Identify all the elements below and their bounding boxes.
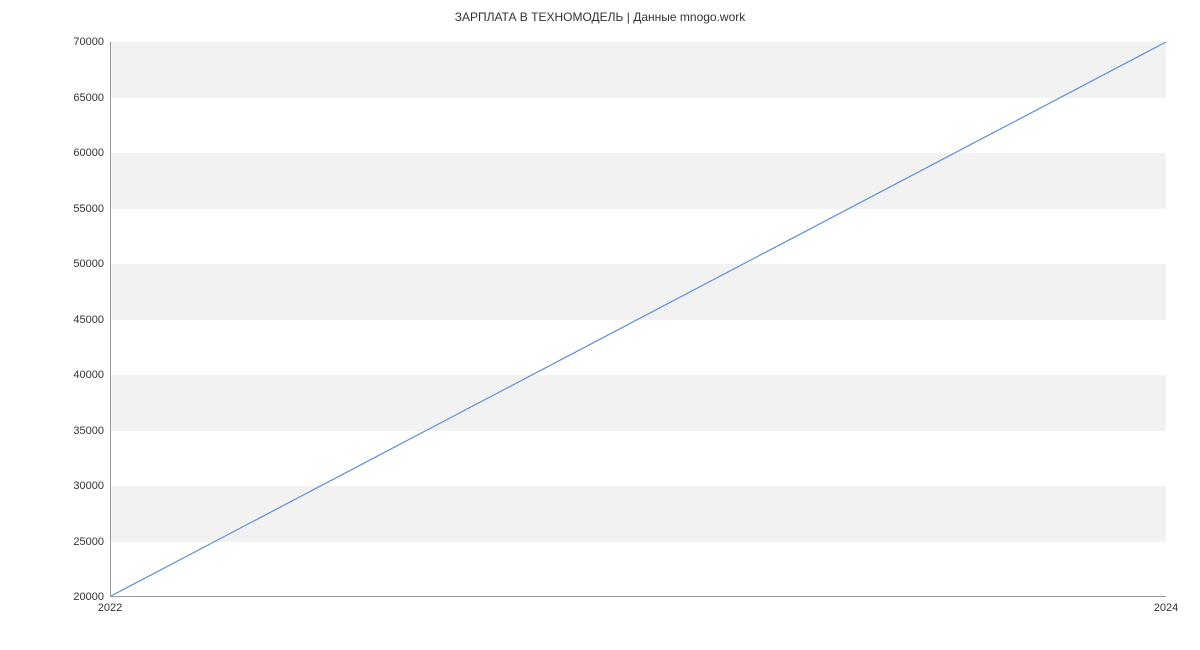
chart-svg [111, 42, 1166, 596]
y-tick-label: 40000 [44, 369, 104, 381]
y-tick-label: 25000 [44, 536, 104, 548]
x-tick-label: 2022 [98, 602, 122, 614]
y-tick-label: 60000 [44, 147, 104, 159]
y-tick-label: 30000 [44, 480, 104, 492]
y-tick-label: 35000 [44, 425, 104, 437]
y-tick-label: 45000 [44, 314, 104, 326]
y-tick-label: 70000 [44, 36, 104, 48]
y-tick-label: 50000 [44, 258, 104, 270]
x-tick-label: 2024 [1154, 602, 1178, 614]
data-line [111, 42, 1166, 596]
y-tick-label: 20000 [44, 591, 104, 603]
y-tick-label: 65000 [44, 92, 104, 104]
plot-area [110, 42, 1166, 597]
y-tick-label: 55000 [44, 203, 104, 215]
chart-title: ЗАРПЛАТА В ТЕХНОМОДЕЛЬ | Данные mnogo.wo… [0, 10, 1200, 24]
